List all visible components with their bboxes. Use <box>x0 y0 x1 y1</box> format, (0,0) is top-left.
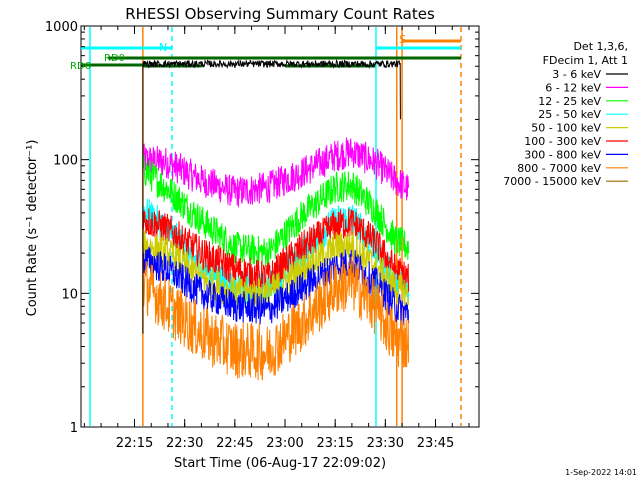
legend-label-7: 800 - 7000 keV <box>517 162 601 175</box>
legend-label-1: 6 - 12 keV <box>545 81 601 94</box>
chart-title: RHESSI Observing Summary Count Rates <box>125 5 435 23</box>
x-tick-label-4: 23:15 <box>316 436 353 451</box>
x-tick-label-6: 23:45 <box>417 436 454 451</box>
count-rate-series <box>142 58 410 381</box>
annotation-s: S <box>399 33 406 46</box>
legend-label-2: 12 - 25 keV <box>538 95 601 108</box>
annotation-rd0: RD0 <box>104 53 125 64</box>
series-line-5 <box>142 208 410 292</box>
x-tick-label-3: 23:00 <box>266 436 303 451</box>
x-axis-label: Start Time (06-Aug-17 22:09:02) <box>174 456 386 471</box>
legend-label-5: 100 - 300 keV <box>524 135 601 148</box>
legend-header-2: FDecim 1, Att 1 <box>543 54 628 67</box>
y-axis-label: Count Rate (s⁻¹ detector⁻¹) <box>25 140 40 317</box>
axes: 1 10 100 1000 22:15 22:30 22:45 23:00 23:15 23:30… <box>45 20 479 451</box>
plot-frame <box>80 25 480 428</box>
y-tick-label-0: 1 <box>70 421 78 436</box>
annotation-n: N <box>159 41 167 54</box>
legend-label-3: 25 - 50 keV <box>538 108 601 121</box>
x-tick-label-0: 22:15 <box>116 436 153 451</box>
legend-label-4: 50 - 100 keV <box>531 122 601 135</box>
x-tick-label-1: 22:30 <box>166 436 203 451</box>
series-line-7 <box>142 256 410 381</box>
y-tick-label-1: 10 <box>61 287 78 302</box>
legend-label-0: 3 - 6 keV <box>552 68 601 81</box>
y-tick-label-3: 1000 <box>45 20 78 35</box>
series-line-4 <box>142 229 410 310</box>
series-line-6 <box>142 245 410 326</box>
y-tick-label-2: 100 <box>53 154 78 169</box>
x-tick-label-2: 22:45 <box>216 436 253 451</box>
series-line-2 <box>142 154 410 269</box>
legend-label-8: 7000 - 15000 keV <box>503 175 601 188</box>
legend-label-6: 300 - 800 keV <box>524 148 601 161</box>
x-tick-label-5: 23:30 <box>367 436 404 451</box>
footer-timestamp: 1-Sep-2022 14:01 <box>565 468 637 477</box>
series-line-0 <box>142 58 401 334</box>
legend-header-1: Det 1,3,6, <box>573 40 628 53</box>
series-line-1 <box>142 137 410 208</box>
annotation-rd6: RD6 <box>70 61 91 72</box>
